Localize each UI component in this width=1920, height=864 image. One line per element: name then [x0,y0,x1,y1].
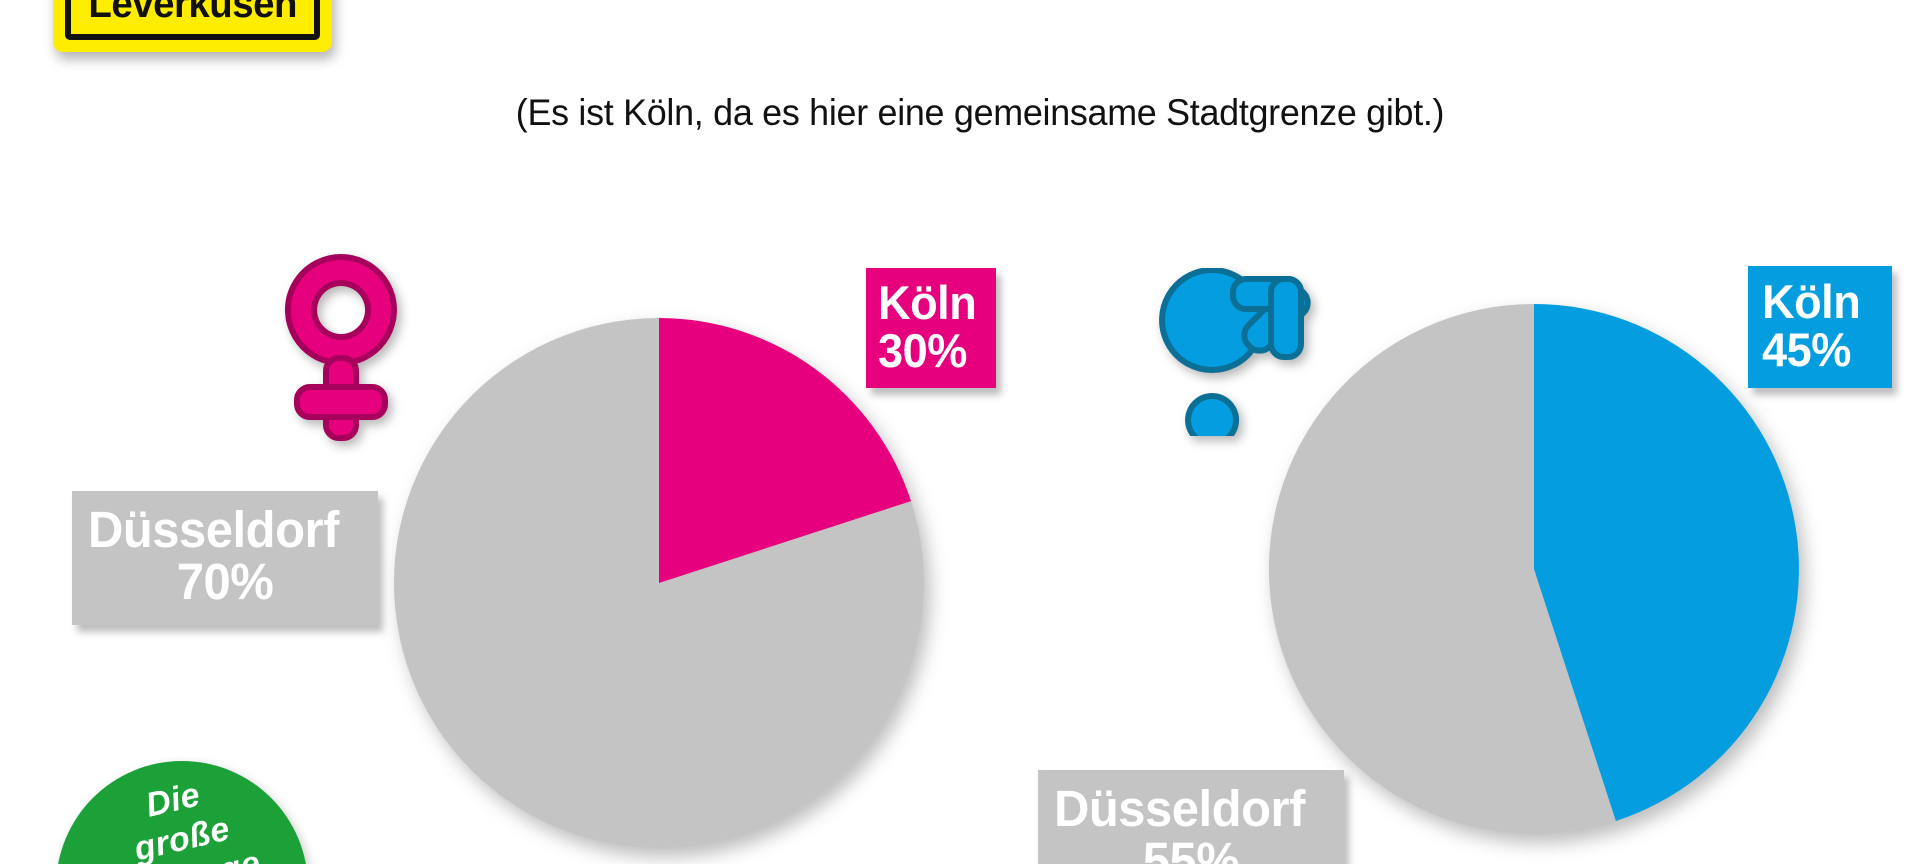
label-duesseldorf-female-name: Düsseldorf [88,500,339,558]
city-sign-border: Leverkusen [65,0,320,40]
label-duesseldorf-female: Düsseldorf 70% [72,491,378,625]
pie-slice-duesseldorf-female [393,317,924,848]
label-duesseldorf-male-name: Düsseldorf [1054,779,1305,837]
page-subtitle: (Es ist Köln, da es hier eine gemeinsame… [515,92,1445,133]
leverkusen-city-sign: Leverkusen [53,0,332,52]
label-duesseldorf-female-pct: 70% [176,553,274,610]
label-duesseldorf-male: Düsseldorf 55% [1038,770,1344,864]
city-sign-label: Leverkusen [88,0,297,26]
pie-chart-male [1268,303,1800,840]
pie-slice-koeln-male [1534,304,1799,821]
label-koeln-male-name: Köln [1762,275,1861,329]
label-koeln-female-pct: 30% [878,324,967,377]
pie-slice-duesseldorf-male [1268,304,1616,834]
female-venus-icon [275,248,407,449]
male-mars-icon [1152,267,1314,447]
label-koeln-female-name: Köln [878,276,977,330]
survey-badge: Die große Umfrage [56,761,308,864]
pie-chart-female [393,317,925,854]
page-title: Leverkusen? Köln oder Düsseldorf? [350,0,1611,5]
survey-badge-text: Die große Umfrage [56,761,308,864]
label-duesseldorf-male-pct: 55% [1142,832,1240,864]
label-koeln-female: Köln 30% [866,268,996,388]
headline-block: Leverkusen? Köln oder Düsseldorf? [330,0,1630,5]
label-koeln-male-pct: 45% [1762,323,1851,376]
pie-slice-koeln-female [659,318,911,583]
label-koeln-male: Köln 45% [1748,266,1892,388]
